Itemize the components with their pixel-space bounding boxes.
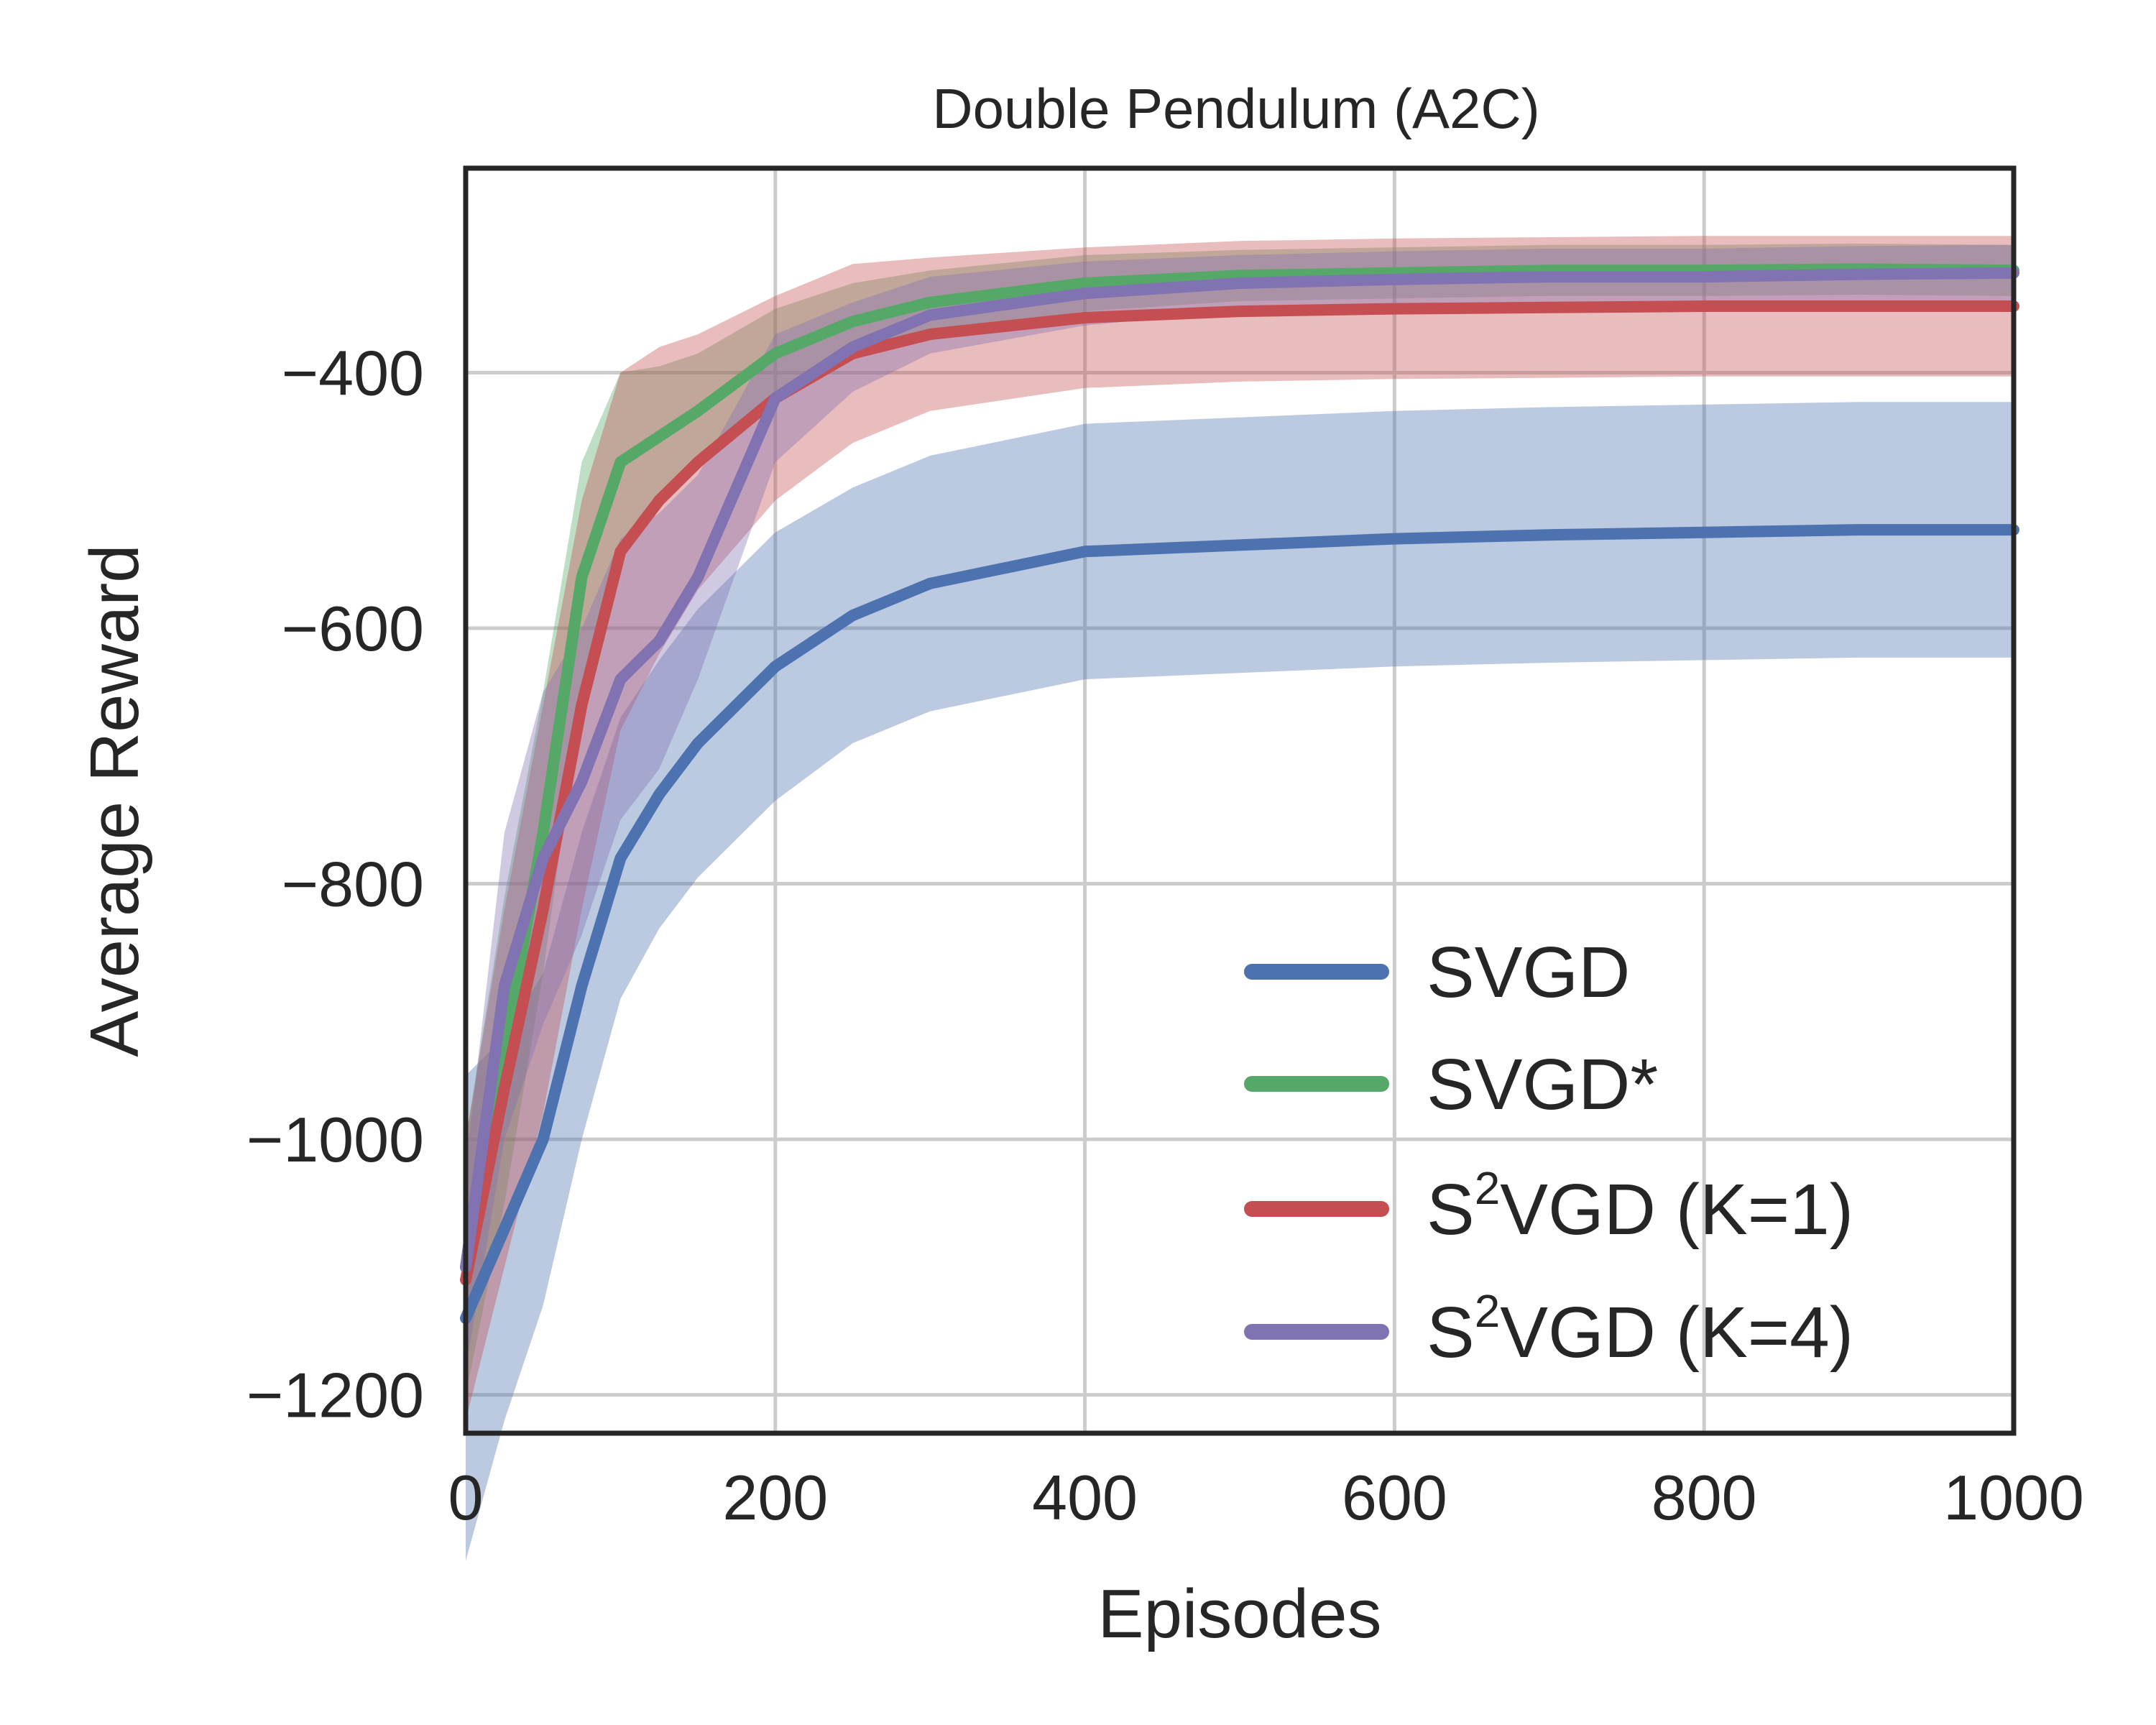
legend-label-svgd-star-rest: VGD* bbox=[1475, 1044, 1659, 1125]
x-tick-label: 600 bbox=[1342, 1462, 1447, 1533]
legend-label-svgd-star: SVGD* bbox=[1427, 1044, 1658, 1125]
legend-label-s2vgd-k1: S2VGD (K=1) bbox=[1427, 1162, 1853, 1250]
legend-label-s2vgd-k4-sup: 2 bbox=[1475, 1285, 1501, 1337]
confidence-bands bbox=[466, 236, 2014, 1561]
y-tick-label: −1000 bbox=[247, 1104, 424, 1175]
y-axis-ticks: −400 −600 −800 −1000 −1200 bbox=[247, 337, 424, 1430]
line-svgd bbox=[460, 524, 2019, 1324]
legend-label-svgd-star-base: S bbox=[1427, 1044, 1475, 1125]
x-tick-label: 400 bbox=[1032, 1462, 1138, 1533]
legend-label-s2vgd-k1-sup: 2 bbox=[1475, 1162, 1501, 1214]
y-tick-label: −400 bbox=[282, 337, 424, 408]
band-svgd bbox=[466, 402, 2014, 1561]
line-svgd bbox=[460, 263, 2019, 1273]
x-tick-label: 0 bbox=[448, 1462, 484, 1533]
chart-title: Double Pendulum (A2C) bbox=[932, 77, 1539, 140]
legend-label-s2vgd-k4: S2VGD (K=4) bbox=[1427, 1285, 1853, 1373]
y-tick-label: −800 bbox=[282, 849, 424, 920]
x-tick-label: 800 bbox=[1651, 1462, 1757, 1533]
plot-frame bbox=[463, 165, 2017, 1436]
x-tick-label: 200 bbox=[722, 1462, 828, 1533]
legend-label-s2vgd-k1-rest: VGD (K=1) bbox=[1500, 1169, 1853, 1250]
y-axis-label: Average Reward bbox=[76, 544, 153, 1057]
y-tick-label: −1200 bbox=[247, 1360, 424, 1431]
legend-label-s2vgd-k1-base: S bbox=[1427, 1169, 1475, 1250]
band-s2vgd-k-1 bbox=[466, 236, 2014, 1421]
legend-label-s2vgd-k4-base: S bbox=[1427, 1292, 1475, 1373]
legend: SVGD SVGD* S2VGD (K=1) S2VGD (K=4) bbox=[1244, 932, 1853, 1373]
legend-label-svgd-rest: VGD bbox=[1475, 932, 1631, 1013]
x-tick-label: 1000 bbox=[1943, 1462, 2084, 1533]
x-axis-ticks: 0 200 400 600 800 1000 bbox=[448, 1462, 2084, 1533]
y-tick-label: −600 bbox=[282, 593, 424, 664]
legend-label-svgd-base: S bbox=[1427, 932, 1475, 1013]
legend-label-s2vgd-k4-rest: VGD (K=4) bbox=[1500, 1292, 1853, 1373]
series-lines bbox=[460, 263, 2019, 1324]
legend-label-svgd: SVGD bbox=[1427, 932, 1630, 1013]
x-axis-label: Episodes bbox=[1098, 1576, 1382, 1652]
line-s2vgd-k-4 bbox=[460, 267, 2019, 1273]
